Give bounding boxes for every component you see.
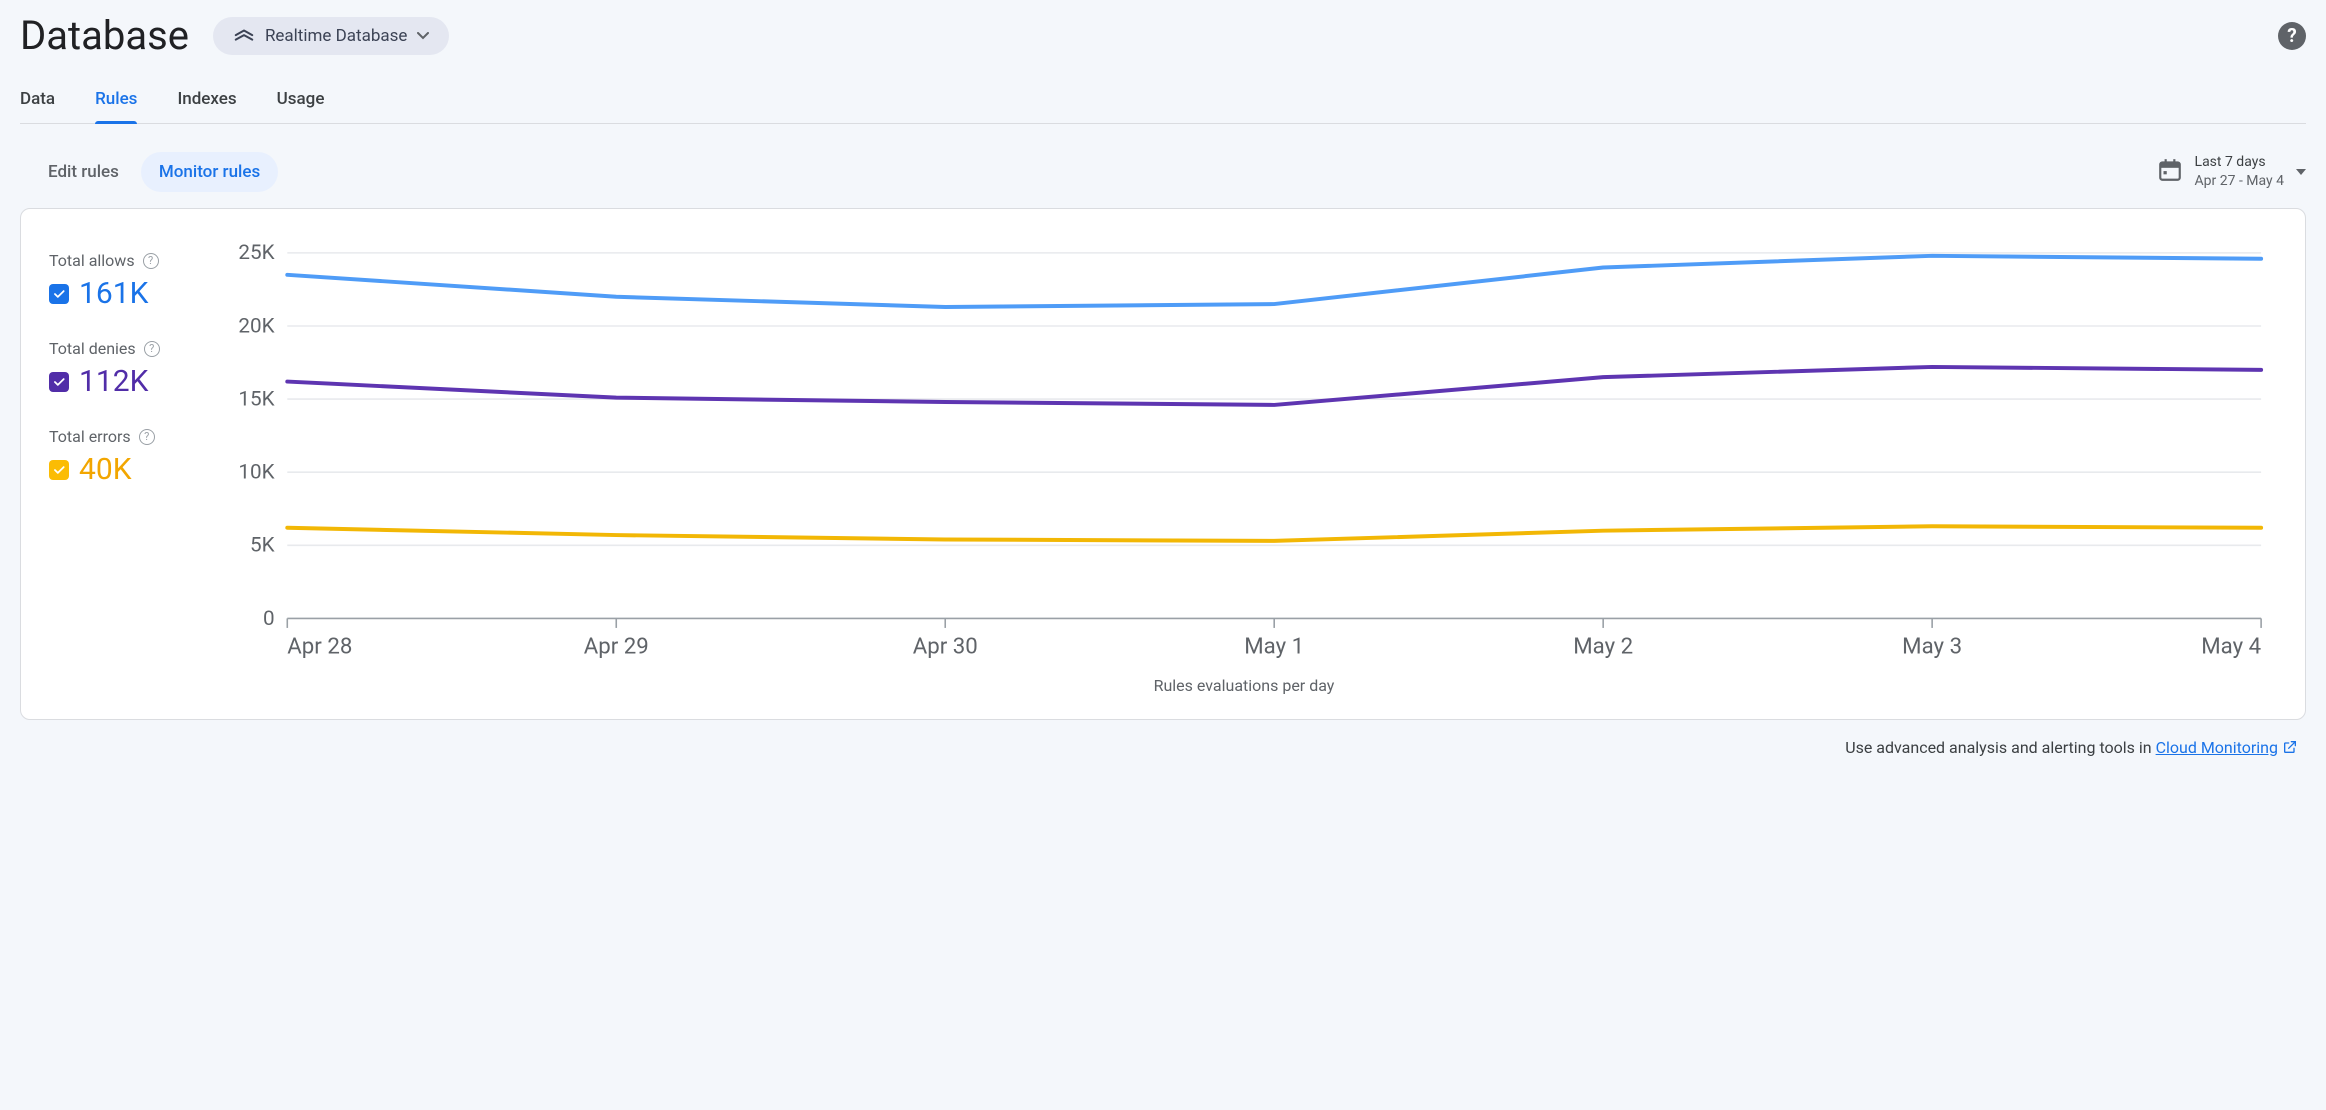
svg-text:May 2: May 2 <box>1573 633 1633 659</box>
page-title: Database <box>20 12 189 59</box>
svg-text:Apr 28: Apr 28 <box>287 633 352 659</box>
legend: Total allows?161KTotal denies?112KTotal … <box>49 237 199 695</box>
legend-value: 161K <box>79 276 148 311</box>
svg-text:15K: 15K <box>238 387 274 411</box>
svg-text:20K: 20K <box>238 314 274 338</box>
date-range-text: Last 7 days Apr 27 - May 4 <box>2195 153 2284 191</box>
subtabs: Edit rulesMonitor rules <box>30 152 278 192</box>
legend-title: Total errors <box>49 427 131 446</box>
database-selector-label: Realtime Database <box>265 26 408 46</box>
info-icon[interactable]: ? <box>143 253 159 269</box>
tab-rules[interactable]: Rules <box>95 79 137 123</box>
cloud-monitoring-link[interactable]: Cloud Monitoring <box>2156 738 2278 757</box>
svg-text:May 3: May 3 <box>1902 633 1962 659</box>
info-icon[interactable]: ? <box>139 429 155 445</box>
info-icon[interactable]: ? <box>144 341 160 357</box>
svg-text:May 1: May 1 <box>1244 633 1304 659</box>
external-link-icon <box>2282 739 2298 759</box>
legend-value: 40K <box>79 452 132 487</box>
svg-text:5K: 5K <box>250 534 275 558</box>
tabs: Data Rules Indexes Usage <box>20 79 2306 124</box>
legend-checkbox[interactable] <box>49 372 69 392</box>
svg-text:Apr 29: Apr 29 <box>584 633 649 659</box>
legend-item: Total errors? 40K <box>49 427 199 487</box>
legend-item: Total allows? 161K <box>49 251 199 311</box>
chart-xlabel: Rules evaluations per day <box>211 676 2277 695</box>
svg-text:25K: 25K <box>238 241 274 265</box>
chart-card: Total allows?161KTotal denies?112KTotal … <box>20 208 2306 720</box>
database-selector[interactable]: Realtime Database <box>213 17 450 55</box>
tab-usage[interactable]: Usage <box>277 79 325 123</box>
help-icon[interactable]: ? <box>2278 22 2306 50</box>
footer: Use advanced analysis and alerting tools… <box>20 720 2306 759</box>
legend-checkbox[interactable] <box>49 284 69 304</box>
date-range-line2: Apr 27 - May 4 <box>2195 172 2284 191</box>
subheader: Edit rulesMonitor rules Last 7 days Apr … <box>20 124 2306 208</box>
chart: 0 5K 10K 15K 20K 25K Apr 28 Apr 29 Apr 30 May 1 Ma… <box>211 237 2277 666</box>
chart-area: 0 5K 10K 15K 20K 25K Apr 28 Apr 29 Apr 30 May 1 Ma… <box>211 237 2277 695</box>
chevron-down-icon <box>417 28 429 44</box>
subtab-monitor-rules[interactable]: Monitor rules <box>141 152 278 192</box>
svg-text:10K: 10K <box>238 461 274 485</box>
legend-title: Total allows <box>49 251 135 270</box>
svg-text:0: 0 <box>263 607 275 631</box>
svg-text:Apr 30: Apr 30 <box>913 633 978 659</box>
legend-title: Total denies <box>49 339 136 358</box>
chevron-down-icon <box>2296 169 2306 175</box>
footer-text: Use advanced analysis and alerting tools… <box>1845 738 2155 757</box>
tab-data[interactable]: Data <box>20 79 55 123</box>
date-range-picker[interactable]: Last 7 days Apr 27 - May 4 <box>2157 153 2306 191</box>
tab-indexes[interactable]: Indexes <box>177 79 236 123</box>
database-icon <box>233 25 255 47</box>
legend-value: 112K <box>79 364 148 399</box>
calendar-icon <box>2157 157 2183 187</box>
header-row: Database Realtime Database ? <box>20 0 2306 67</box>
legend-item: Total denies? 112K <box>49 339 199 399</box>
legend-checkbox[interactable] <box>49 460 69 480</box>
date-range-line1: Last 7 days <box>2195 153 2284 172</box>
svg-text:May 4: May 4 <box>2201 633 2261 659</box>
subtab-edit-rules[interactable]: Edit rules <box>30 152 137 192</box>
